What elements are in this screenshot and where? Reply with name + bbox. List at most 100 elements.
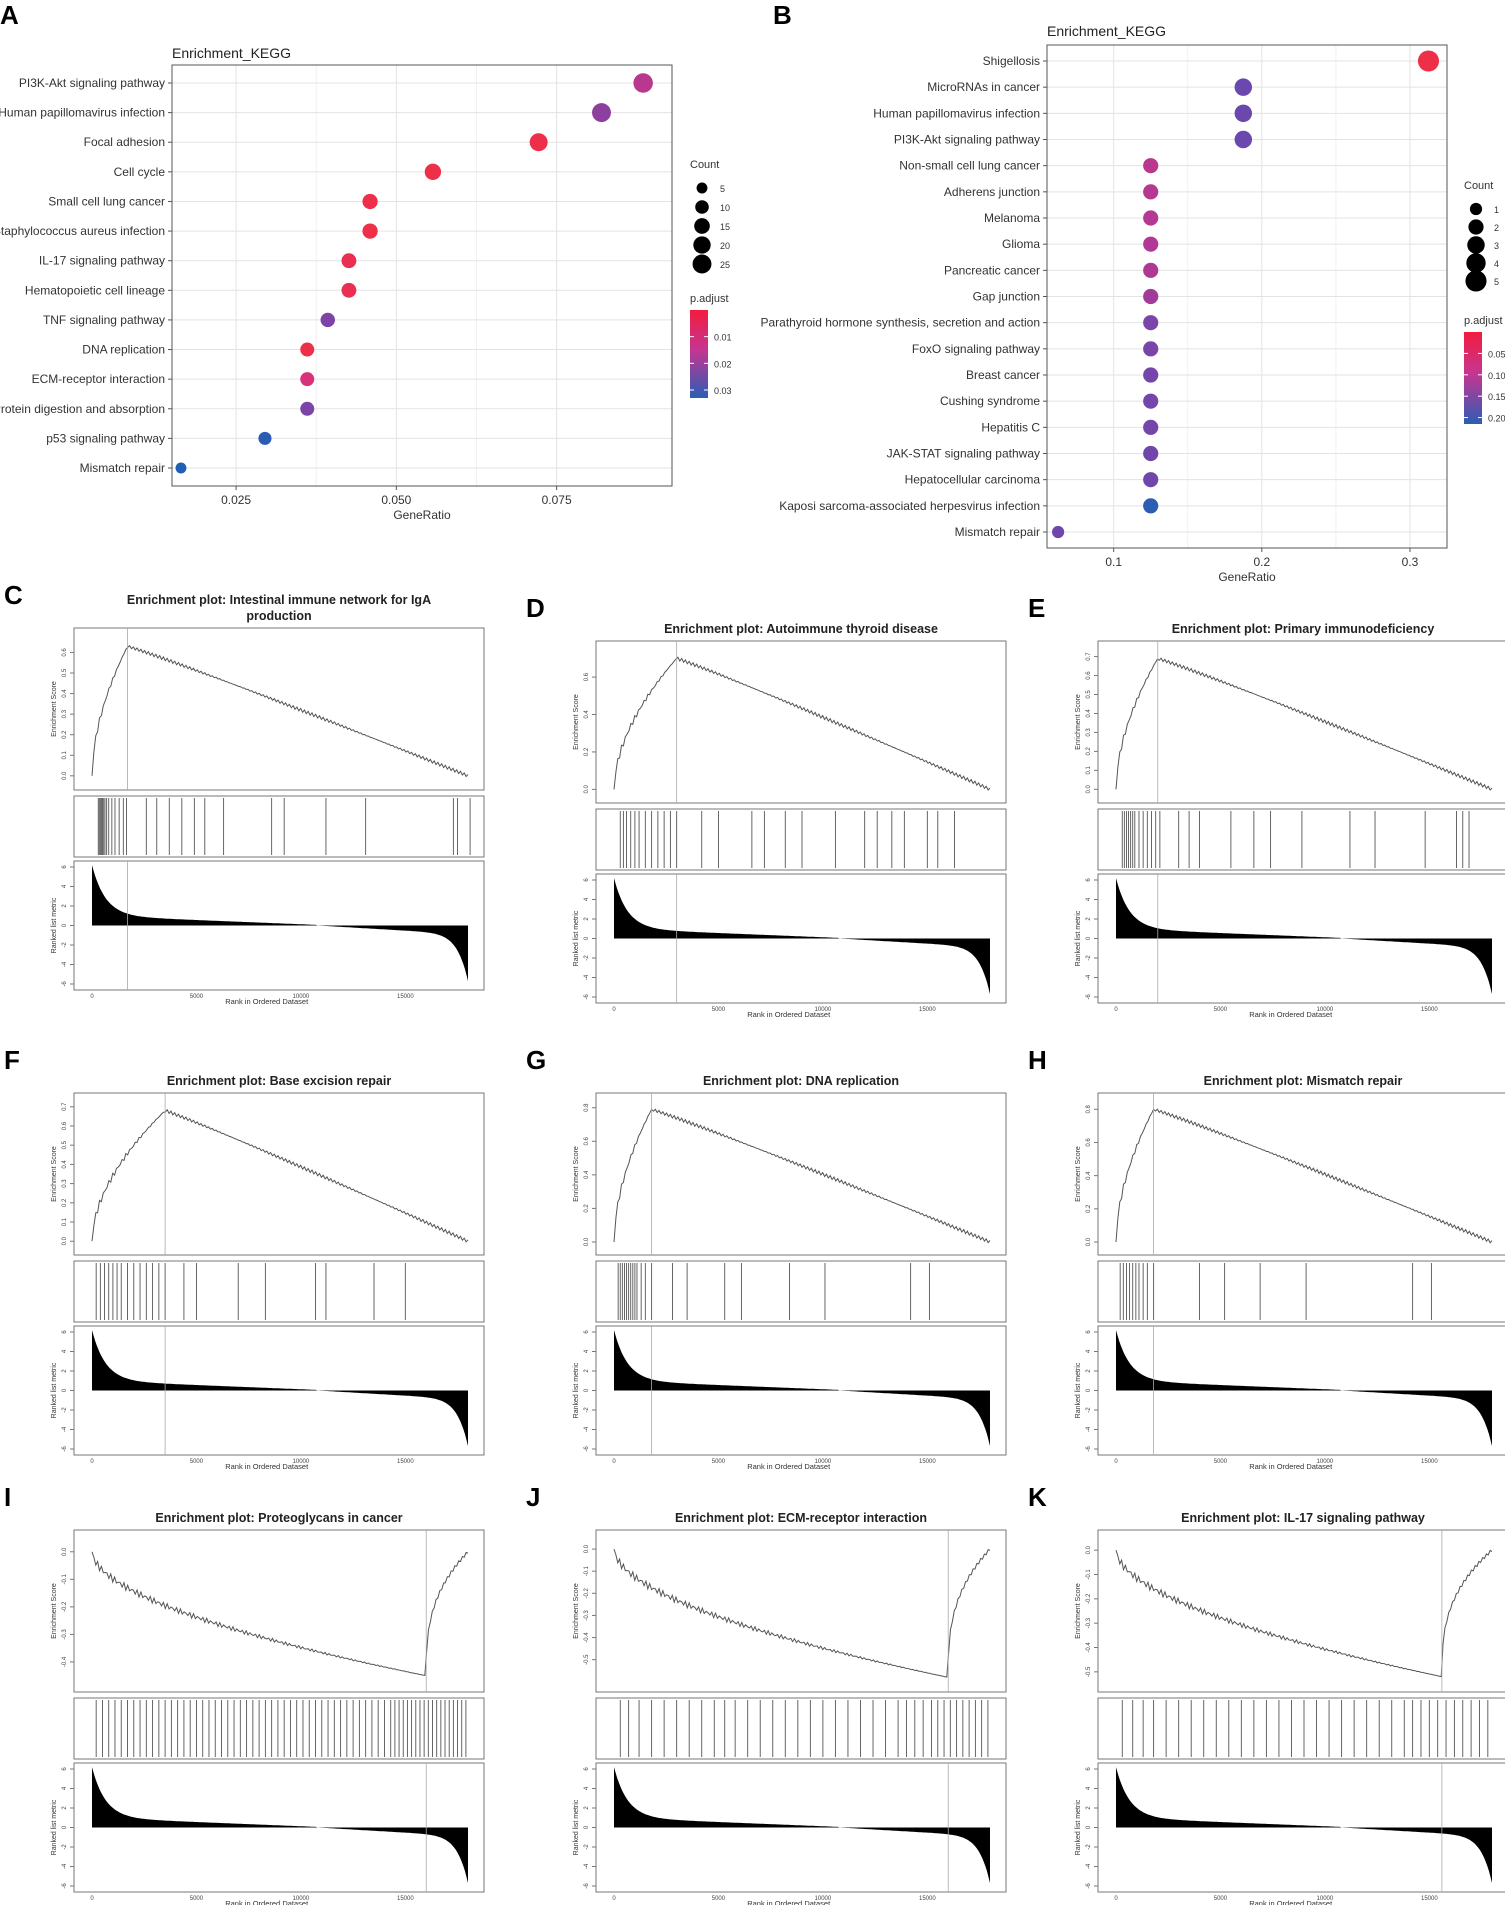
es-curve	[91, 644, 469, 778]
metric-tick-label: -6	[1086, 1446, 1092, 1452]
es-tick-label: 0.3	[62, 1179, 68, 1188]
legend-padj-label: 0.05	[1488, 349, 1505, 359]
es-tick-label: 0.6	[584, 672, 590, 681]
chart-title: Enrichment plot: Primary immunodeficienc…	[1172, 622, 1435, 636]
data-point	[1143, 472, 1159, 488]
es-tick-label: 0.6	[1086, 671, 1092, 680]
legend-padj-label: 0.10	[1488, 371, 1505, 381]
rank-tick-label: 5000	[190, 1459, 204, 1465]
metric-tick-label: -4	[1086, 1426, 1092, 1432]
es-tick-label: 0.6	[62, 1121, 68, 1130]
metric-tick-label: -2	[62, 1407, 68, 1413]
es-axis-label: Enrichment Score	[573, 694, 580, 750]
es-plot-area	[595, 1092, 1007, 1256]
es-tick-label: -0.4	[1086, 1642, 1092, 1653]
rank-tick-label: 0	[90, 1459, 94, 1465]
rank-tick-label: 5000	[1214, 1896, 1228, 1902]
es-plot-area	[73, 1092, 485, 1256]
es-axis-label: Enrichment Score	[1075, 1146, 1082, 1202]
rank-tick-label: 10000	[815, 1896, 832, 1902]
rank-axis-label: Rank in Ordered Dataset	[225, 997, 309, 1006]
data-point	[529, 133, 548, 152]
legend-padj-label: 0.02	[714, 359, 732, 369]
metric-tick-label: 0	[62, 1825, 68, 1829]
legend-count-label: 4	[1494, 259, 1499, 269]
metric-tick-label: 6	[584, 878, 590, 882]
es-tick-label: -0.3	[62, 1629, 68, 1640]
x-tick-label: 0.025	[221, 493, 251, 507]
metric-tick-label: 2	[584, 1806, 590, 1810]
category-label: Human papillomavirus infection	[0, 106, 165, 120]
rank-tick-label: 5000	[712, 1459, 726, 1465]
metric-tick-label: -6	[62, 1446, 68, 1452]
metric-tick-label: -4	[1086, 974, 1092, 980]
ranked-metric-area	[1116, 1767, 1492, 1884]
x-tick-label: 0.2	[1253, 555, 1270, 569]
legend-count-dot	[692, 254, 712, 274]
metric-tick-label: 2	[62, 904, 68, 908]
metric-tick-label: 2	[584, 1369, 590, 1373]
rank-tick-label: 15000	[397, 1896, 414, 1902]
title-line: production	[246, 609, 311, 623]
es-axis-label: Enrichment Score	[51, 681, 58, 737]
es-tick-label: 0.0	[1086, 784, 1092, 793]
panel-label-B: B	[773, 0, 792, 30]
rank-tick-label: 15000	[919, 1459, 936, 1465]
es-tick-label: 0.6	[1086, 1138, 1092, 1147]
data-point	[1234, 104, 1253, 123]
metric-tick-label: 6	[584, 1767, 590, 1771]
es-curve	[613, 1108, 991, 1244]
metric-tick-label: -4	[62, 1426, 68, 1432]
metric-tick-label: -4	[584, 1863, 590, 1869]
category-label: Hematopoietic cell lineage	[25, 283, 165, 297]
data-point	[1143, 210, 1159, 226]
metric-tick-label: 2	[1086, 1806, 1092, 1810]
data-point	[1143, 184, 1159, 200]
panel-label-F: F	[4, 1045, 20, 1075]
legend-count-dot	[1469, 202, 1483, 216]
metric-tick-label: 0	[584, 1825, 590, 1829]
panel-label-J: J	[526, 1482, 540, 1512]
es-tick-label: -0.2	[1086, 1593, 1092, 1604]
dotplot-A: Enrichment_KEGG PI3K-Akt signaling pathwa…	[0, 45, 732, 522]
ranked-metric-area	[92, 865, 468, 982]
metric-axis-label: Ranked list metric	[51, 1799, 58, 1855]
metric-tick-label: 0	[1086, 936, 1092, 940]
category-label: IL-17 signaling pathway	[39, 254, 165, 268]
data-point	[1143, 445, 1159, 462]
chart-title: Enrichment plot: Intestinal immune netwo…	[127, 593, 431, 623]
x-axis-label: GeneRatio	[1218, 570, 1276, 584]
es-tick-label: 0.4	[1086, 1171, 1092, 1180]
metric-axis-label: Ranked list metric	[573, 1799, 580, 1855]
panel-label-D: D	[526, 593, 545, 623]
rank-tick-label: 15000	[919, 1007, 936, 1013]
metric-axis-label: Ranked list metric	[573, 910, 580, 966]
es-tick-label: 0.1	[1086, 766, 1092, 775]
legend-padj-colorbar	[1464, 332, 1482, 424]
rank-tick-label: 15000	[1421, 1007, 1438, 1013]
hits-area	[73, 795, 485, 858]
data-point	[592, 103, 611, 123]
es-curve	[1115, 1549, 1493, 1678]
metric-tick-label: -6	[62, 1883, 68, 1889]
metric-tick-label: -4	[62, 1863, 68, 1869]
panel-label-G: G	[526, 1045, 546, 1075]
data-point	[300, 401, 315, 416]
category-label: Hepatocellular carcinoma	[905, 473, 1041, 487]
category-label: FoxO signaling pathway	[912, 342, 1040, 356]
chart-title: Enrichment plot: Base excision repair	[167, 1074, 392, 1088]
panel-label-I: I	[4, 1482, 11, 1512]
hits-area	[1097, 1697, 1505, 1760]
metric-tick-label: -6	[584, 994, 590, 1000]
es-curve	[1115, 657, 1493, 791]
metric-tick-label: -4	[584, 974, 590, 980]
category-label: Melanoma	[984, 211, 1040, 225]
category-label: Parathyroid hormone synthesis, secretion…	[761, 316, 1041, 330]
data-point	[1052, 525, 1065, 539]
gsea-J: Enrichment plot: ECM-receptor interactio…	[573, 1511, 1007, 1905]
gsea-K: Enrichment plot: IL-17 signaling pathway…	[1075, 1511, 1505, 1905]
rank-tick-label: 15000	[397, 1459, 414, 1465]
metric-tick-label: 4	[584, 1349, 590, 1353]
ranked-metric-area	[92, 1330, 468, 1447]
